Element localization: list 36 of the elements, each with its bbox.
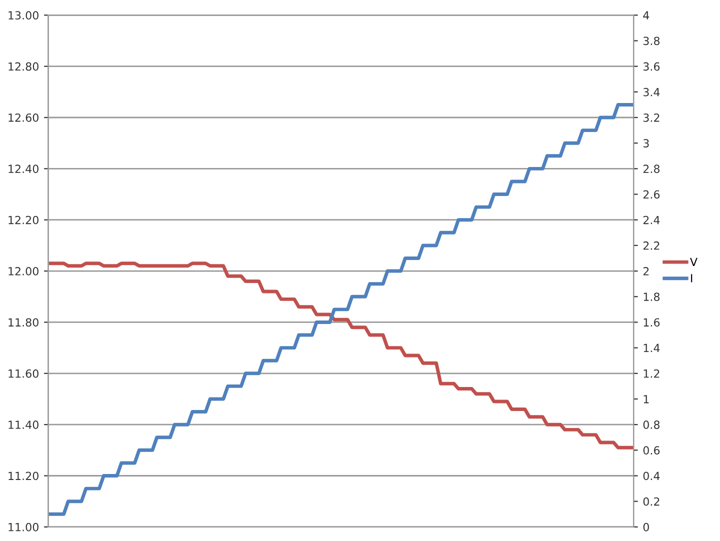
y2-tick-label: 3.4 <box>643 88 660 96</box>
y2-tick-label: 3.8 <box>643 36 660 46</box>
y2-tick-label: 0 <box>643 522 649 532</box>
y-tick-label: 12.40 <box>8 164 38 174</box>
legend-label: I <box>691 274 692 282</box>
y2-tick-label: 2.6 <box>643 190 660 199</box>
y2-tick-label: 1 <box>644 395 649 404</box>
y-tick-label: 11.60 <box>8 369 38 378</box>
y2-tick-label: 0.6 <box>643 446 660 455</box>
y-tick-label: 12.20 <box>8 216 38 224</box>
legend-label: V <box>690 258 698 266</box>
y2-tick-label: 3.6 <box>643 62 660 71</box>
y2-tick-label: 3.2 <box>643 113 660 122</box>
y-tick-label: 12.60 <box>8 113 38 122</box>
y2-tick-label: 3 <box>643 139 649 148</box>
y-tick-label: 11.00 <box>8 522 38 532</box>
y2-tick-label: 1.6 <box>644 318 660 327</box>
y2-tick-label: 2 <box>643 267 649 276</box>
y2-tick-label: 1.8 <box>644 292 660 302</box>
y-tick-label: 13.00 <box>8 11 38 20</box>
y2-tick-label: 2.4 <box>643 216 660 224</box>
y2-tick-label: 1.2 <box>644 369 660 378</box>
line-series <box>48 102 634 516</box>
y2-tick-label: 2.8 <box>643 164 660 174</box>
y-tick-label: 12.00 <box>8 267 38 276</box>
y2-tick-label: 2.2 <box>643 241 660 250</box>
y-tick-label: 11.20 <box>8 472 38 480</box>
y-tick-label: 11.40 <box>8 420 38 429</box>
y2-tick-label: 0.8 <box>643 420 660 429</box>
y2-tick-label: 1.4 <box>644 344 660 352</box>
y2-tick-label: 0.4 <box>643 472 660 480</box>
y2-tick-label: 4 <box>643 11 650 20</box>
y2-tick-label: 0.2 <box>643 497 660 506</box>
y-tick-label: 11.80 <box>8 318 38 327</box>
line-series <box>48 262 634 450</box>
y-tick-label: 12.80 <box>8 62 38 71</box>
